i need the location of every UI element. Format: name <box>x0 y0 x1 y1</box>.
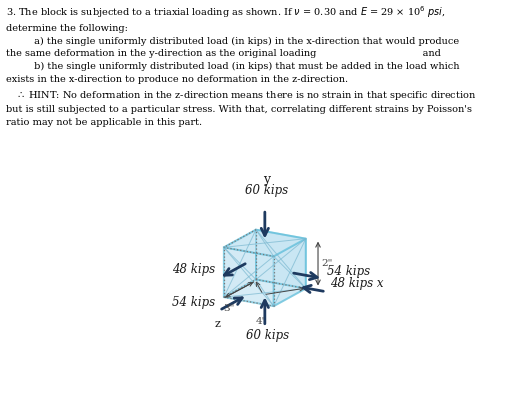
Polygon shape <box>256 230 306 288</box>
Polygon shape <box>224 230 306 256</box>
Text: 4': 4' <box>255 317 265 326</box>
Text: 2": 2" <box>321 259 333 268</box>
Polygon shape <box>224 230 256 297</box>
Polygon shape <box>224 279 306 306</box>
Text: 3. The block is subjected to a triaxial loading as shown. If $\nu$ = 0.30 and $E: 3. The block is subjected to a triaxial … <box>6 4 477 127</box>
Text: 48 kips: 48 kips <box>172 264 216 277</box>
Polygon shape <box>274 239 306 306</box>
Text: 54 kips: 54 kips <box>172 296 216 309</box>
Text: 3": 3" <box>223 304 234 313</box>
Text: 48 kips x: 48 kips x <box>330 277 383 290</box>
Polygon shape <box>224 247 274 306</box>
Text: z: z <box>215 319 221 329</box>
Text: 60 kips: 60 kips <box>245 184 288 197</box>
Text: y: y <box>263 173 270 186</box>
Text: 54 kips: 54 kips <box>327 265 370 278</box>
Text: 60 kips: 60 kips <box>246 329 290 342</box>
